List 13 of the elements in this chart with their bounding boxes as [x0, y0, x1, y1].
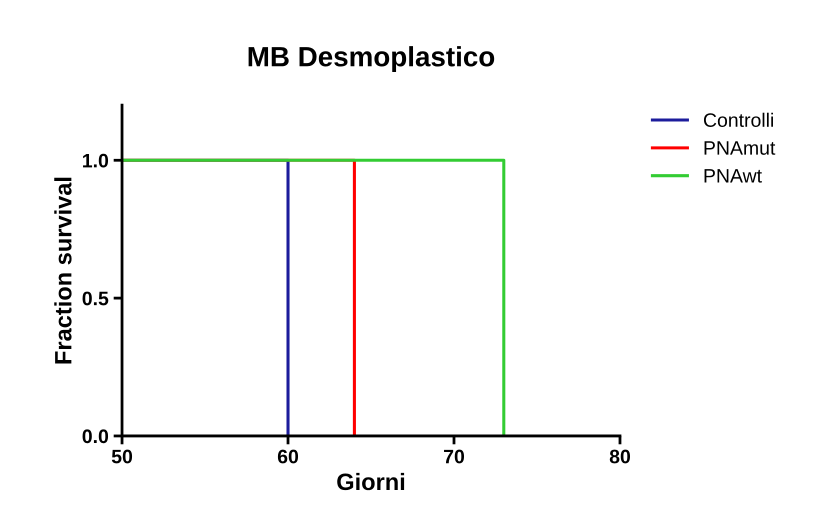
x-tick-label: 80 — [610, 450, 630, 464]
x-tick-label: 70 — [444, 450, 464, 464]
legend-label: Controlli — [704, 112, 773, 127]
y-tick-label: 0.5 — [82, 292, 108, 306]
y-axis-title: Fraction survival — [54, 178, 72, 364]
x-tick-label: 60 — [278, 450, 298, 464]
chart-title: MB Desmoplastico — [248, 46, 494, 72]
y-tick-label: 1.0 — [83, 154, 108, 168]
y-tick-label: 0.0 — [82, 429, 108, 444]
legend-label: PNAwt — [704, 169, 762, 183]
x-axis-title: Giorni — [337, 472, 404, 490]
x-tick-label: 50 — [112, 450, 132, 464]
legend-label: PNAmut — [704, 141, 776, 155]
